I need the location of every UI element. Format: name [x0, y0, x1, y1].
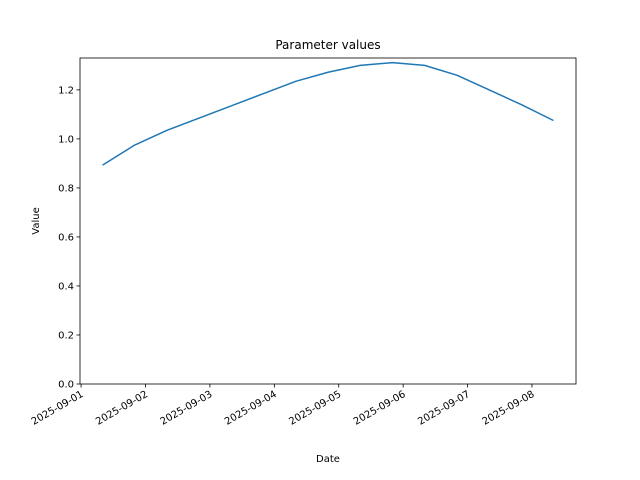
line: [102, 61, 554, 166]
y-tick-label: 1.0: [58, 134, 74, 145]
y-tick-label: 0.2: [58, 330, 74, 341]
y-tick-label: 0.6: [58, 232, 74, 243]
y-axis-label: Value: [31, 207, 42, 234]
y-tick-label: 0.4: [58, 281, 74, 292]
x-axis-label: Date: [316, 454, 340, 465]
y-tick-label: 1.2: [58, 85, 74, 96]
plot-frame: [79, 57, 577, 385]
y-tick-label: 0.0: [58, 380, 74, 391]
y-tick-label: 0.8: [58, 183, 74, 194]
chart-title: Parameter values: [275, 38, 380, 52]
